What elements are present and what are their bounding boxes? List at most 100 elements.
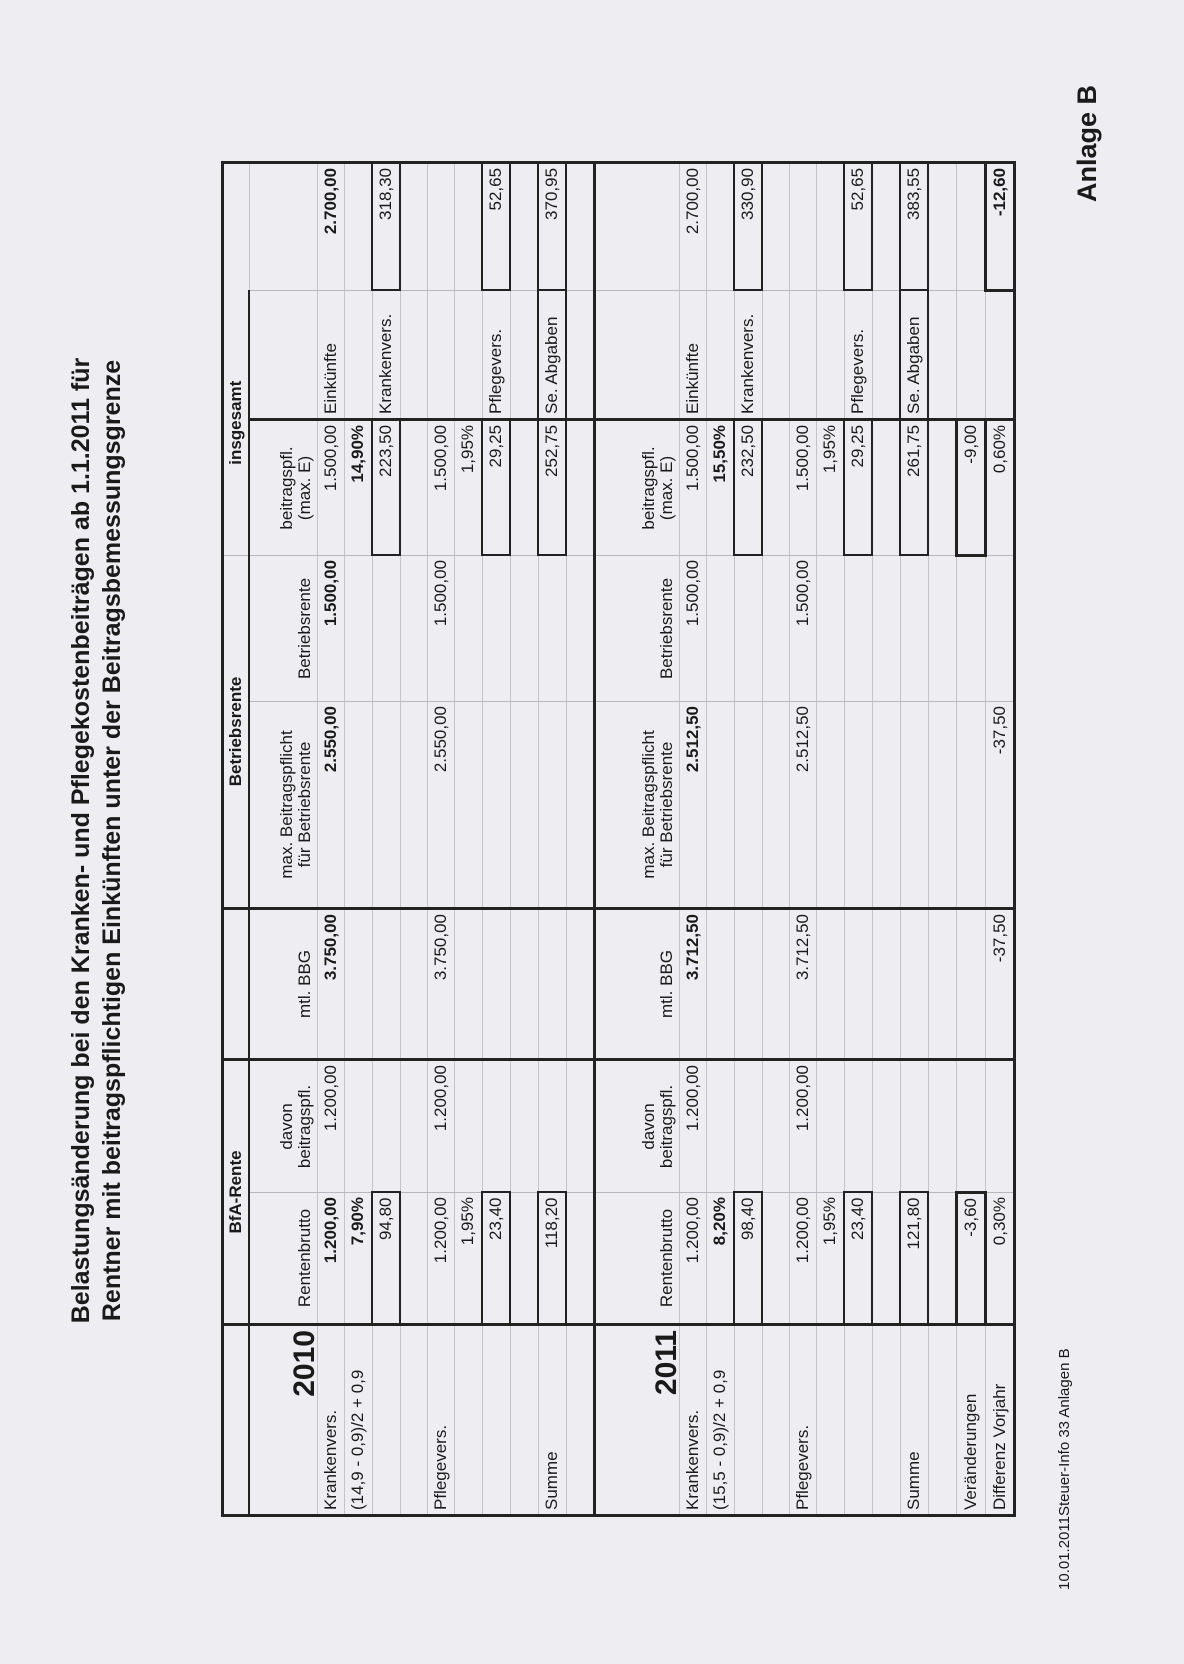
section-year: 2010 (249, 1324, 321, 1516)
summary-label: Pflegevers. (844, 290, 872, 420)
cell-value: 1,95% (454, 1192, 482, 1325)
cell-value (706, 701, 734, 909)
cell-value: 52,65 (844, 162, 872, 291)
cell-value (762, 419, 790, 556)
summary-label (762, 290, 790, 420)
cell-value (454, 1059, 482, 1193)
cell-value (762, 162, 790, 291)
cell-value (762, 1192, 790, 1325)
cell-value (844, 701, 872, 909)
column-header: Betriebsrente (594, 555, 680, 702)
table-row (510, 162, 538, 1516)
cell-value (734, 1059, 762, 1193)
cell-value: 2.512,50 (789, 701, 817, 909)
row-label: Summe (538, 1324, 566, 1516)
cell-value (762, 701, 790, 909)
cell-value (538, 908, 566, 1060)
cell-value (789, 162, 817, 291)
cell-value (734, 701, 762, 909)
cell-value: 23,40 (844, 1192, 872, 1325)
cell-value: 1,95% (816, 419, 844, 556)
cell-value (566, 1059, 595, 1193)
cell-value (566, 555, 595, 702)
table-row: Pflegevers. 1.200,00 1.200,00 3.712,50 2.512… (789, 162, 817, 1516)
row-label: (14,9 - 0,9)/2 + 0,9 (344, 1324, 372, 1516)
cell-value: 223,50 (372, 419, 400, 556)
cell-value: 8,20% (706, 1192, 734, 1325)
cell-value: 98,40 (734, 1192, 762, 1325)
cell-value (900, 555, 928, 702)
cell-value (844, 1059, 872, 1193)
cell-value: -37,50 (985, 701, 1015, 909)
cell-value (985, 1059, 1015, 1193)
table-row: 1,95% 1,95% (816, 162, 844, 1516)
summary-label (872, 290, 900, 420)
summary-label: Krankenvers. (372, 290, 400, 420)
table-row: 94,80 223,50 Krankenvers. 318,30 (372, 162, 400, 1516)
cell-value (454, 701, 482, 909)
cell-value: 1,95% (454, 419, 482, 556)
cell-value (900, 908, 928, 1060)
table-row: 23,40 29,25 Pflegevers. 52,65 (482, 162, 510, 1516)
cell-value (400, 1192, 428, 1325)
summary-label (510, 290, 538, 420)
table-row: Summe 121,80 261,75 Se. Abgaben 383,55 (900, 162, 928, 1516)
contribution-table: BfA-Rente Betriebsrente insgesamt 2010 Rente… (221, 160, 1016, 1517)
cell-value: 370,95 (538, 162, 566, 291)
row-label: Summe (900, 1324, 928, 1516)
column-header: mtl. BBG (249, 908, 318, 1060)
section-header-row: 2011 Rentenbrutto davon beitragspfl. mtl. B… (594, 162, 683, 1516)
cell-value (372, 701, 400, 909)
cell-value (566, 908, 595, 1060)
summary-label (789, 290, 817, 420)
row-label: Pflegevers. (789, 1324, 817, 1516)
cell-value: 1.200,00 (317, 1192, 345, 1325)
column-header: beitragspfl. (max. E) (594, 419, 680, 556)
row-label (928, 1324, 957, 1516)
table-row (928, 162, 957, 1516)
cell-value: 23,40 (482, 1192, 510, 1325)
cell-value: 252,75 (538, 419, 566, 556)
cell-value: -12,60 (985, 162, 1015, 291)
cell-value (454, 908, 482, 1060)
row-label (844, 1324, 872, 1516)
cell-value: 1.200,00 (317, 1059, 345, 1193)
column-header: Rentenbrutto (594, 1192, 680, 1325)
cell-value: 1.200,00 (427, 1059, 455, 1193)
cell-value: 2.700,00 (317, 162, 345, 291)
cell-value (928, 555, 957, 702)
cell-value (566, 419, 595, 556)
cell-value (816, 1059, 844, 1193)
column-header: Rentenbrutto (249, 1192, 318, 1325)
column-header: max. Beitragspflicht für Betriebsrente (594, 701, 680, 909)
group-header: insgesamt (222, 290, 249, 556)
cell-value: 1.200,00 (427, 1192, 455, 1325)
cell-value: 0,60% (985, 419, 1015, 556)
cell-value (538, 1059, 566, 1193)
cell-value (482, 908, 510, 1060)
column-header: beitragspfl. (max. E) (249, 419, 318, 556)
column-header (249, 162, 318, 291)
cell-value (816, 908, 844, 1060)
cell-value (372, 908, 400, 1060)
cell-value (762, 555, 790, 702)
column-header (249, 290, 318, 420)
cell-value: 2.512,50 (679, 701, 707, 909)
cell-value (454, 162, 482, 291)
cell-value (816, 701, 844, 909)
cell-value (566, 162, 595, 291)
summary-label (956, 290, 986, 420)
table-row: Differenz Vorjahr 0,30% -37,50 -37,50 0,60% -… (985, 162, 1015, 1516)
footer-text: 10.01.2011Steuer-Info 33 Anlagen B (1056, 1348, 1073, 1590)
cell-value (706, 555, 734, 702)
cell-value (510, 701, 538, 909)
table-row (762, 162, 790, 1516)
cell-value (844, 555, 872, 702)
cell-value: 0,30% (985, 1192, 1015, 1325)
cell-value (956, 555, 986, 702)
column-header: max. Beitragspflicht für Betriebsrente (249, 701, 318, 909)
row-label: Krankenvers. (317, 1324, 345, 1516)
cell-value (566, 701, 595, 909)
cell-value (816, 555, 844, 702)
